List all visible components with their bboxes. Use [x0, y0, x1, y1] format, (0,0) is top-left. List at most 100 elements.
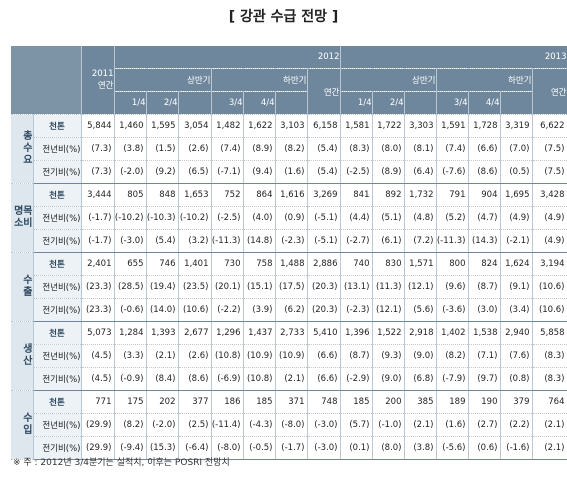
table-cell: (9.0) — [372, 367, 405, 391]
table-cell: (-8.0) — [275, 413, 308, 437]
row-unit-label: 천톤 — [33, 114, 82, 138]
table-cell: (6.6) — [468, 137, 501, 161]
table-cell: 892 — [372, 183, 405, 207]
table-cell: (0.1) — [340, 436, 373, 460]
table-cell: (7.4) — [211, 137, 244, 161]
table-cell: (4.8) — [404, 206, 437, 230]
table-cell: 1,284 — [114, 321, 147, 345]
header-2013-half1: 상반기 — [340, 68, 437, 92]
table-cell: 6,622 — [532, 114, 567, 138]
row-group-label: 수 출 — [11, 252, 34, 322]
table-cell: 1,722 — [372, 114, 405, 138]
table-cell: 904 — [468, 183, 501, 207]
table-cell: (9.0) — [404, 344, 437, 368]
table-cell: 730 — [211, 252, 244, 276]
supply-demand-table: 2011 연간 2012 2013 상반기 하반기 연간 상반기 하반기 연간 … — [11, 46, 567, 460]
table-cell: (4.4) — [340, 206, 373, 230]
row-unit-label: 전년비(%) — [33, 413, 82, 437]
table-cell: (8.0) — [372, 137, 405, 161]
table-cell: 189 — [436, 390, 469, 414]
table-cell: 175 — [114, 390, 147, 414]
table-cell: (7.6) — [500, 344, 533, 368]
table-cell: (0.6) — [468, 436, 501, 460]
table-cell: (1.6) — [275, 160, 308, 184]
table-cell: (-0.6) — [114, 298, 147, 322]
table-cell: (4.9) — [500, 206, 533, 230]
table-cell: (8.7) — [468, 275, 501, 299]
table-cell: 1,732 — [404, 183, 437, 207]
table-cell: (8.6) — [178, 367, 212, 391]
table-cell: (-10.2) — [178, 206, 212, 230]
table-cell: (-2.7) — [340, 229, 373, 253]
table-cell: 377 — [178, 390, 212, 414]
table-row: 생 산 천톤 5,073 1,284 1,393 2,677 1,296 1,437 2,733… — [11, 321, 567, 391]
table-cell: (7.0) — [500, 137, 533, 161]
header-q4: 4/4 — [468, 91, 501, 115]
table-cell: (-1.7) — [275, 436, 308, 460]
table-cell: 752 — [211, 183, 244, 207]
row-group-label: 총 수 요 — [11, 114, 34, 184]
table-cell: (-2.1) — [500, 229, 533, 253]
table-row: 전기비(%) (-1.7) (-3.0) (5.4) (3.2) (-11.3) (14.8… — [11, 229, 567, 253]
table-cell: (-1.7) — [81, 206, 115, 230]
table-cell: (14.0) — [146, 298, 179, 322]
table-cell: (29.9) — [81, 413, 115, 437]
table-cell: (-0.9) — [114, 367, 147, 391]
table-row: 전년비(%) (-1.7) (-10.2) (-10.3) (-10.2) (-2.5)(… — [11, 206, 567, 230]
table-cell: 1,460 — [114, 114, 147, 138]
table-cell: (10.8) — [211, 344, 244, 368]
table-cell: 1,488 — [275, 252, 308, 276]
table-cell: (4.9) — [532, 206, 567, 230]
table-cell: (-11.4) — [211, 413, 244, 437]
table-cell: (-5.6) — [436, 436, 469, 460]
table-cell: 1,622 — [243, 114, 276, 138]
table-cell: 185 — [243, 390, 276, 414]
table-cell: (6.5) — [178, 160, 212, 184]
table-cell: (2.6) — [178, 137, 212, 161]
row-unit-label: 전년비(%) — [33, 344, 82, 368]
table-cell: (28.5) — [114, 275, 147, 299]
table-cell: (-3.6) — [436, 298, 469, 322]
table-cell: (-2.5) — [211, 206, 244, 230]
table-cell: (3.0) — [468, 298, 501, 322]
table-cell: (8.2) — [114, 413, 147, 437]
table-cell: (8.2) — [275, 137, 308, 161]
table-cell: 1,653 — [178, 183, 212, 207]
row-unit-label: 전년비(%) — [33, 137, 82, 161]
table-cell: 655 — [114, 252, 147, 276]
table-cell: (7.5) — [532, 160, 567, 184]
table-title: [ 강관 수급 전망 ] — [228, 9, 339, 25]
table-cell: 385 — [404, 390, 437, 414]
table-cell: (2.1) — [146, 344, 179, 368]
table-cell: (19.4) — [146, 275, 179, 299]
table-cell: 185 — [340, 390, 373, 414]
table-cell: 1,616 — [275, 183, 308, 207]
row-unit-label: 천톤 — [33, 390, 82, 414]
header-2013: 2013 — [340, 46, 567, 69]
row-unit-label: 전기비(%) — [33, 298, 82, 322]
header-q4: 4/4 — [243, 91, 276, 115]
table-cell: 1,695 — [500, 183, 533, 207]
table-cell: 371 — [275, 390, 308, 414]
table-cell: (9.4) — [243, 160, 276, 184]
table-cell: (8.1) — [404, 137, 437, 161]
table-cell: (7.3) — [81, 137, 115, 161]
table-cell: (3.4) — [500, 298, 533, 322]
table-cell: (17.5) — [275, 275, 308, 299]
table-row: 전년비(%) (29.9) (8.2) (-2.0) (2.5) (-11.4) (-4.3… — [11, 413, 567, 437]
table-cell: 740 — [340, 252, 373, 276]
header-2012-half1: 상반기 — [114, 68, 212, 92]
row-unit-label: 천톤 — [33, 252, 82, 276]
row-unit-label: 전기비(%) — [33, 160, 82, 184]
table-cell: (-2.0) — [114, 160, 147, 184]
table-cell: (-6.4) — [178, 436, 212, 460]
table-cell: (5.7) — [340, 413, 373, 437]
table-cell: (-2.3) — [340, 298, 373, 322]
table-cell: (7.4) — [436, 137, 469, 161]
table-cell: (2.2) — [500, 413, 533, 437]
table-cell: (8.2) — [436, 344, 469, 368]
row-group-label: 생 산 — [11, 321, 34, 391]
table-cell: (23.3) — [81, 298, 115, 322]
table-cell: (10.6) — [178, 298, 212, 322]
table-row: 명목 소비 천톤 3,444 805 848 1,653 752 864 1,616 3,269 8… — [11, 183, 567, 253]
